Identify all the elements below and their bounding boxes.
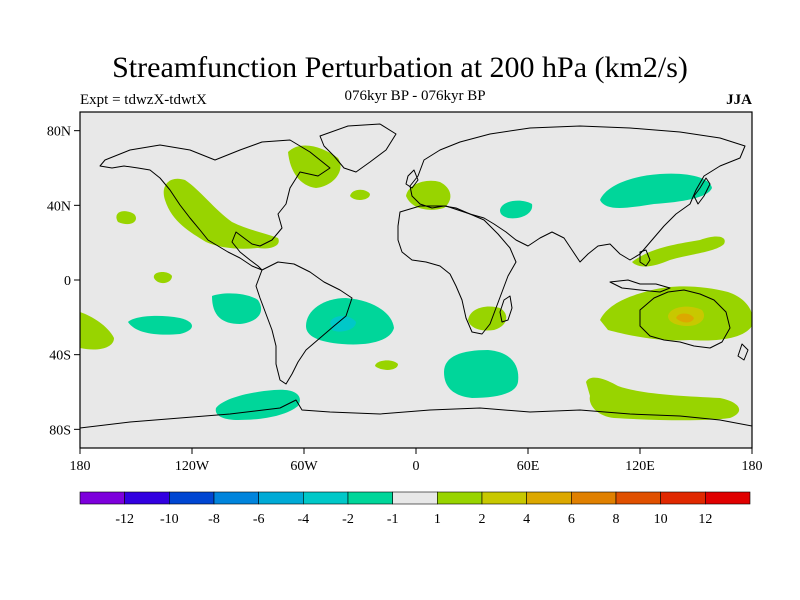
contour-region-positive-labrador [288, 145, 341, 188]
coastline-japan [693, 177, 711, 205]
colorbar-swatch [615, 491, 661, 505]
colorbar-swatch [481, 491, 527, 505]
lon-tick-label: 60E [517, 459, 540, 474]
contour-region-positive-strongest-australia [676, 313, 694, 323]
coastline-indonesia [609, 279, 671, 293]
colorbar-swatch [437, 491, 483, 505]
contour-region-negative-indian-ocean [444, 350, 519, 398]
coastline-south-america [255, 261, 353, 385]
coastlines [80, 123, 752, 429]
contour-fields [80, 145, 752, 421]
coastline-madagascar [499, 295, 513, 323]
contour-region-negative-north-asia [600, 173, 712, 208]
contour-region-positive-south-pacific-west [80, 312, 114, 350]
chart-title: Streamfunction Perturbation at 200 hPa (… [112, 51, 688, 84]
coastline-british-isles [405, 169, 419, 189]
period-label: 076kyr BP - 076kyr BP [344, 88, 486, 104]
contour-region-negative-central-asia [500, 200, 533, 219]
colorbar-swatch [169, 491, 215, 505]
coastline-africa [397, 205, 517, 335]
colorbar-label: -4 [297, 512, 309, 527]
colorbar-label: 2 [479, 512, 486, 527]
lat-tick-label: 40S [49, 349, 71, 364]
contour-region-positive-north-america [163, 178, 279, 249]
contour-region-positive-europe [406, 180, 451, 210]
colorbar-label: 6 [568, 512, 575, 527]
colorbar-swatch [347, 491, 393, 505]
contour-region-negative-strong-south-america [330, 316, 356, 332]
lat-tick-label: 80N [47, 125, 71, 140]
experiment-label: Expt = tdwzX-tdwtX [80, 92, 207, 108]
colorbar-swatch [79, 491, 125, 505]
colorbar-swatch [571, 491, 617, 505]
contour-region-positive-south-atlantic [375, 360, 398, 370]
lon-tick-label: 180 [70, 459, 91, 474]
lon-tick-label: 120W [175, 459, 210, 474]
coastline-greenland [319, 123, 397, 173]
colorbar-label: -12 [115, 512, 134, 527]
contour-region-positive-west-pacific [632, 236, 725, 267]
contour-region-negative-south-pacific [128, 315, 192, 335]
lon-tick-label: 60W [290, 459, 318, 474]
colorbar-swatch [705, 491, 751, 505]
latitude-axis: 80N 40N 0 40S 80S [47, 125, 80, 438]
colorbar-label: 10 [654, 512, 668, 527]
contour-region-positive-tropical-pacific [153, 272, 172, 284]
lon-tick-label: 180 [742, 459, 763, 474]
colorbar-swatch [258, 491, 304, 505]
lat-tick-label: 40N [47, 199, 71, 214]
longitude-axis: 180 120W 60W 0 60E 120E 180 [70, 448, 763, 474]
lon-tick-label: 0 [413, 459, 420, 474]
colorbar-label: 4 [523, 512, 530, 527]
coastline-philippines [639, 249, 651, 267]
contour-region-positive-north-pacific [116, 211, 137, 225]
colorbar-label: -6 [253, 512, 265, 527]
colorbar-swatch [124, 491, 170, 505]
colorbar-label: 1 [434, 512, 441, 527]
colorbar-swatch [660, 491, 706, 505]
colorbar-label: -2 [342, 512, 354, 527]
colorbar-label: 8 [613, 512, 620, 527]
lat-tick-label: 80S [49, 423, 71, 438]
lat-tick-label: 0 [64, 274, 71, 289]
colorbar-label: -8 [208, 512, 220, 527]
colorbar-swatch [303, 491, 349, 505]
coastline-antarctica [80, 399, 752, 429]
colorbar-label: -1 [387, 512, 399, 527]
coastline-north-america [99, 139, 331, 271]
contour-region-negative-northeast-pacific [212, 293, 262, 324]
coastline-australia [639, 289, 731, 349]
contour-region-positive-south-africa [468, 306, 507, 331]
coastline-new-zealand [737, 343, 749, 361]
lon-tick-label: 120E [625, 459, 655, 474]
contour-region-positive-atlantic-north [350, 189, 370, 200]
colorbar: -12 -10 -8 -6 -4 -2 -1 1 2 4 6 8 10 12 [79, 491, 751, 527]
contour-region-positive-southern-ocean [586, 377, 740, 421]
colorbar-swatch [392, 491, 438, 505]
contour-region-negative-south-pacific-high [215, 389, 300, 420]
colorbar-swatch [526, 491, 572, 505]
season-label: JJA [726, 92, 752, 108]
coastline-europe-asia [409, 125, 746, 263]
colorbar-swatch [213, 491, 259, 505]
colorbar-label: -10 [160, 512, 179, 527]
colorbar-label: 12 [698, 512, 712, 527]
